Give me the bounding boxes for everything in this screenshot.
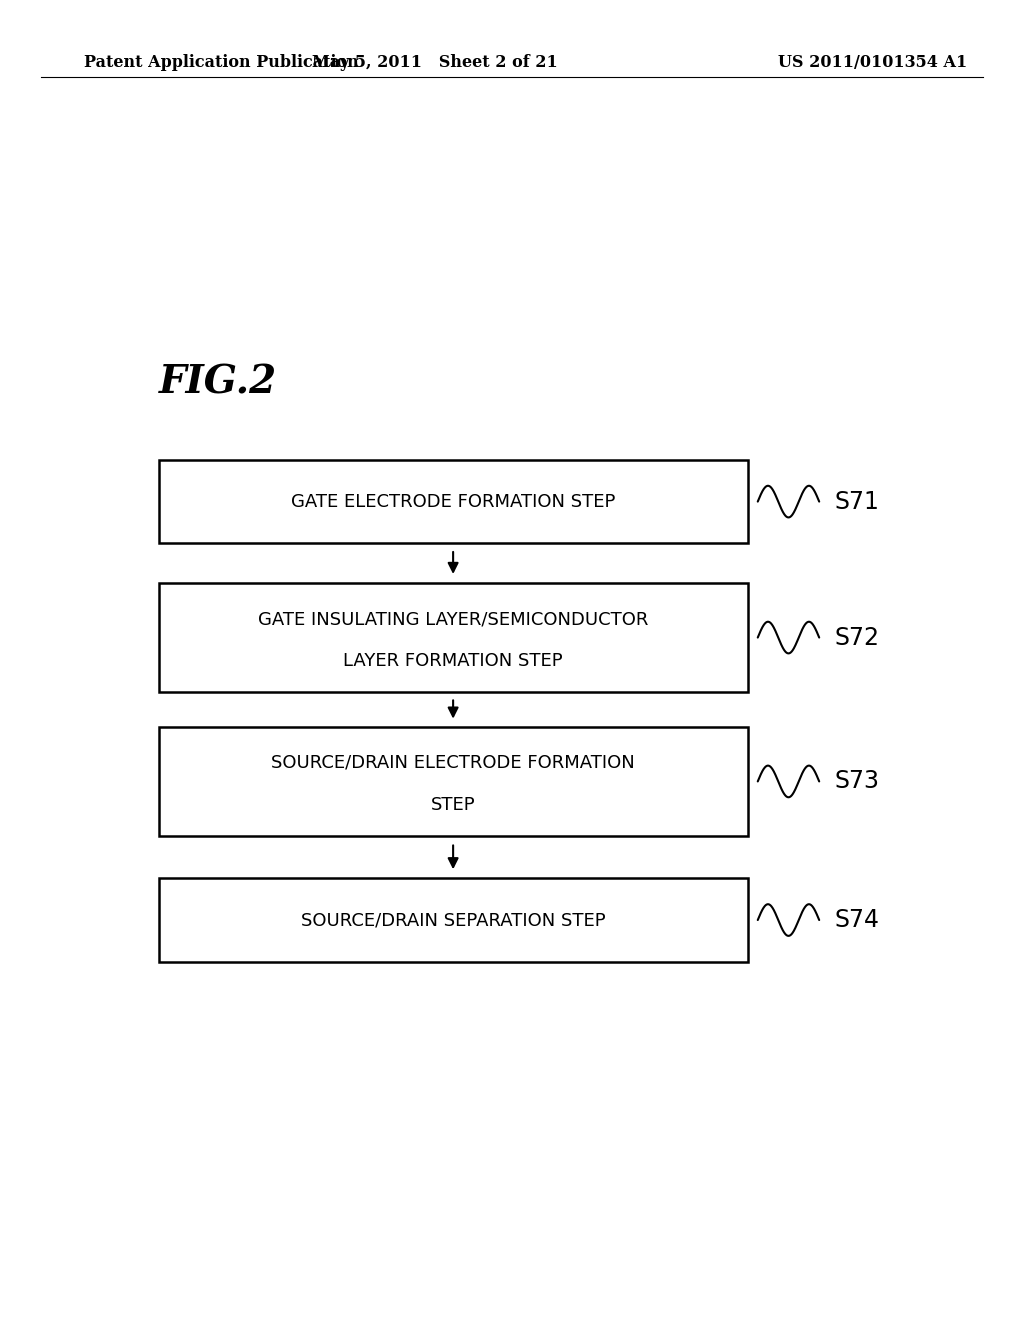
Bar bbox=[159, 879, 748, 961]
Text: SOURCE/DRAIN SEPARATION STEP: SOURCE/DRAIN SEPARATION STEP bbox=[301, 911, 605, 929]
Text: S74: S74 bbox=[835, 908, 880, 932]
Text: GATE INSULATING LAYER/SEMICONDUCTOR: GATE INSULATING LAYER/SEMICONDUCTOR bbox=[258, 610, 648, 628]
Text: US 2011/0101354 A1: US 2011/0101354 A1 bbox=[778, 54, 968, 70]
Text: May 5, 2011   Sheet 2 of 21: May 5, 2011 Sheet 2 of 21 bbox=[312, 54, 558, 70]
Text: SOURCE/DRAIN ELECTRODE FORMATION: SOURCE/DRAIN ELECTRODE FORMATION bbox=[271, 754, 635, 772]
Bar bbox=[159, 461, 748, 544]
Text: FIG.2: FIG.2 bbox=[159, 364, 276, 401]
Text: S72: S72 bbox=[835, 626, 880, 649]
Text: STEP: STEP bbox=[431, 796, 475, 814]
Text: Patent Application Publication: Patent Application Publication bbox=[84, 54, 358, 70]
Text: GATE ELECTRODE FORMATION STEP: GATE ELECTRODE FORMATION STEP bbox=[291, 492, 615, 511]
Text: S73: S73 bbox=[835, 770, 880, 793]
Text: LAYER FORMATION STEP: LAYER FORMATION STEP bbox=[343, 652, 563, 671]
Bar bbox=[159, 583, 748, 692]
Text: S71: S71 bbox=[835, 490, 880, 513]
Bar bbox=[159, 726, 748, 837]
